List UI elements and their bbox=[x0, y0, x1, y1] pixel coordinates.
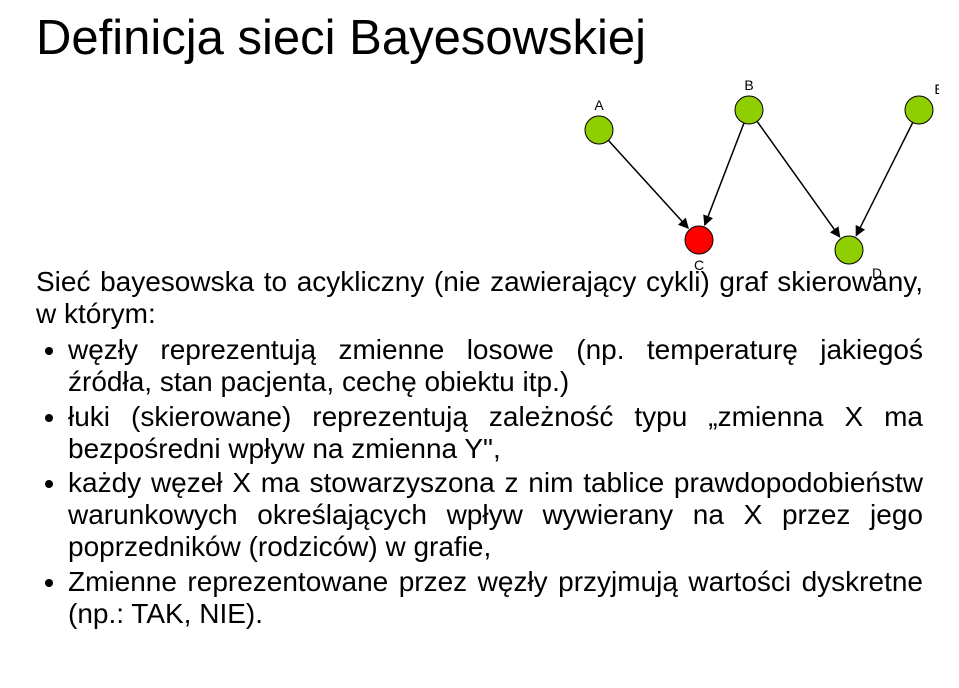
graph-node bbox=[585, 116, 613, 144]
list-item: każdy węzeł X ma stowarzyszona z nim tab… bbox=[68, 467, 923, 564]
bullet-list: węzły reprezentują zmienne losowe (np. t… bbox=[36, 334, 923, 630]
edge bbox=[608, 140, 688, 228]
graph-node-label: C bbox=[694, 257, 704, 273]
bayes-network-diagram: A B E C D bbox=[559, 80, 939, 290]
graph-node bbox=[685, 226, 713, 254]
graph-node bbox=[735, 96, 763, 124]
graph-node-label: D bbox=[872, 265, 882, 281]
page-title: Definicja sieci Bayesowskiej bbox=[36, 12, 923, 66]
edge bbox=[705, 123, 744, 225]
edge bbox=[757, 121, 840, 237]
graph-node-label: E bbox=[934, 81, 939, 97]
graph-node-label: A bbox=[594, 97, 604, 113]
graph-node bbox=[905, 96, 933, 124]
graph-node bbox=[835, 236, 863, 264]
list-item: Zmienne reprezentowane przez węzły przyj… bbox=[68, 566, 923, 630]
graph-node-label: B bbox=[744, 80, 753, 93]
slide: Definicja sieci Bayesowskiej ABECD Sieć … bbox=[0, 0, 959, 688]
list-item: łuki (skierowane) reprezentują zależność… bbox=[68, 401, 923, 465]
edge bbox=[856, 123, 913, 236]
list-item: węzły reprezentują zmienne losowe (np. t… bbox=[68, 334, 923, 398]
